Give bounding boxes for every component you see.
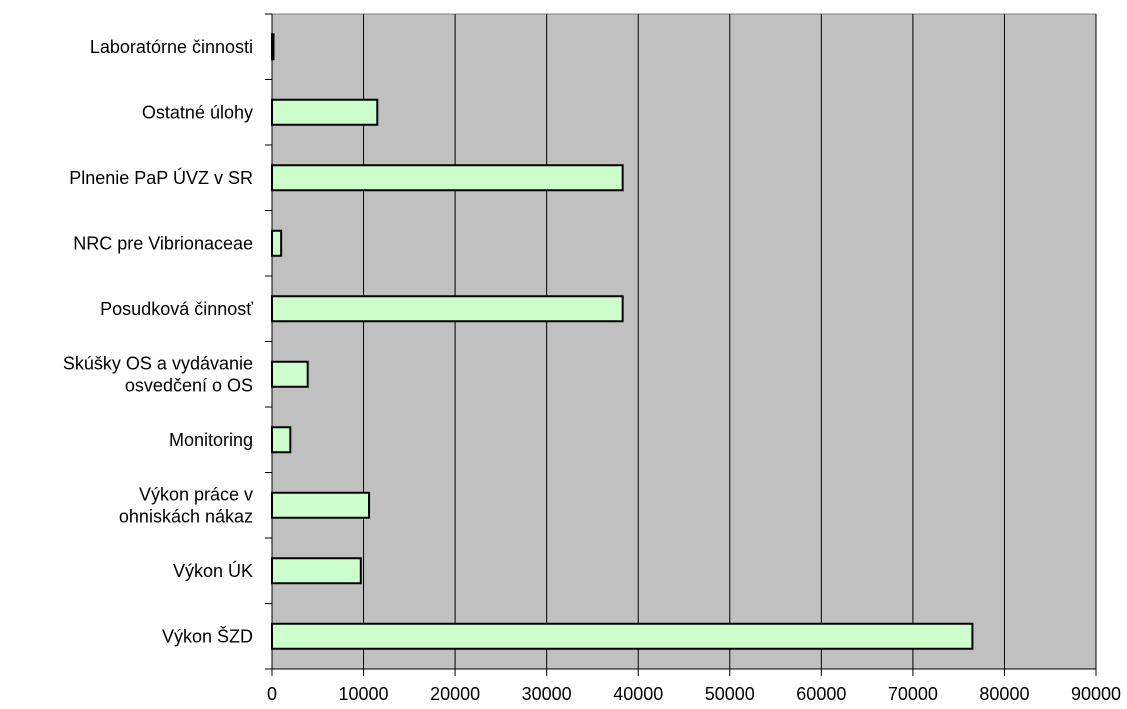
x-tick-label: 0 — [267, 684, 277, 704]
bar — [271, 360, 309, 388]
x-tick-label: 40000 — [613, 684, 663, 704]
bar — [271, 491, 371, 519]
y-tick-label: Výkon ÚK — [173, 560, 253, 581]
y-tick-label: Posudková činnosť — [100, 299, 253, 319]
x-tick-label: 90000 — [1071, 684, 1121, 704]
y-tick-label: Skúšky OS a vydávanie osvedčení o OS — [63, 354, 253, 396]
y-tick-label: Výkon ŠZD — [162, 626, 253, 647]
y-tick-label: Plnenie PaP ÚVZ v SR — [69, 167, 253, 188]
gridlines — [363, 14, 1097, 669]
x-tick-label: 70000 — [888, 684, 938, 704]
x-tick-label: 80000 — [979, 684, 1029, 704]
x-axis: 0 10000 20000 30000 40000 50000 60000 70000 8000… — [267, 668, 1121, 704]
x-tick-label: 10000 — [339, 684, 389, 704]
y-tick-label: Laboratórne činnosti — [90, 37, 253, 57]
y-tick-label: Ostatné úlohy — [142, 103, 253, 123]
bar — [271, 622, 974, 650]
y-tick-label: Výkon práce v ohniskách nákaz — [119, 485, 253, 527]
y-tick-label: NRC pre Vibrionaceae — [73, 234, 253, 254]
y-tick-label: Monitoring — [169, 430, 253, 450]
bar — [271, 557, 362, 585]
bar — [271, 426, 292, 454]
x-tick-label: 50000 — [705, 684, 755, 704]
x-tick-label: 60000 — [796, 684, 846, 704]
bars — [271, 33, 974, 650]
bar — [271, 229, 283, 257]
bar — [271, 98, 379, 126]
y-axis: Laboratórne činnosti Ostatné úlohy Plnenie… — [63, 13, 273, 670]
plot-area — [271, 13, 1097, 670]
bar — [271, 295, 624, 323]
bar — [271, 164, 624, 192]
x-tick-label: 20000 — [430, 684, 480, 704]
x-tick-label: 30000 — [522, 684, 572, 704]
